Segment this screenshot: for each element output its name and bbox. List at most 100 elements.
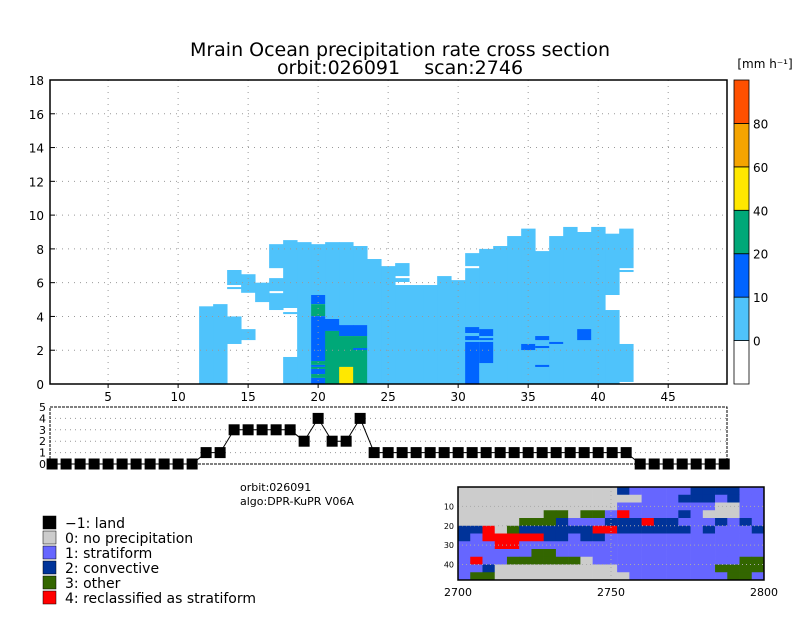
map-cell <box>482 541 496 550</box>
precip-cell <box>563 226 578 384</box>
map-cell <box>482 502 496 511</box>
precip-cell <box>255 282 270 303</box>
map-cell <box>653 487 667 496</box>
map-cell <box>458 549 471 558</box>
map-cell <box>458 572 471 581</box>
y-tick-label: 5 <box>39 401 46 414</box>
map-cell <box>458 510 471 519</box>
map-cell <box>458 502 471 511</box>
y-tick-label: 1 <box>39 447 46 460</box>
precip-cell <box>409 285 424 384</box>
map-cell <box>702 533 716 542</box>
legend-swatch <box>42 515 57 530</box>
map-cell <box>543 487 557 496</box>
map-cell <box>727 518 740 527</box>
colorbar-swatch <box>733 253 750 298</box>
y-tick-label: 20 <box>444 522 454 531</box>
map-cell <box>555 518 569 527</box>
y-tick-label: 0 <box>36 378 44 392</box>
precip-cell <box>269 293 284 311</box>
map-cell <box>629 518 642 527</box>
legend-label: −1: land <box>65 516 125 532</box>
precip-cell <box>311 374 326 378</box>
colorbar-unit: [mm h⁻¹] <box>737 57 792 71</box>
map-cell <box>702 494 716 503</box>
flag-marker <box>522 447 534 459</box>
map-cell <box>641 518 655 527</box>
map-cell <box>702 487 716 496</box>
map-cell <box>690 549 704 558</box>
map-cell <box>666 549 679 558</box>
y-tick-label: 30 <box>444 541 454 550</box>
colorbar-label: 10 <box>753 291 768 305</box>
map-cell <box>543 549 557 558</box>
map-cell <box>458 541 471 550</box>
map-cell <box>494 572 508 581</box>
map-cell <box>727 494 740 503</box>
map-cell <box>727 502 740 511</box>
map-cell <box>494 502 508 511</box>
flag-marker <box>620 447 632 459</box>
map-cell <box>666 541 679 550</box>
colorbar-swatch <box>733 209 750 255</box>
precip-cell <box>311 304 326 317</box>
map-cell <box>531 572 544 581</box>
map-cell <box>482 510 496 519</box>
info-orbit: orbit:026091 <box>240 481 311 494</box>
map-cell <box>458 564 471 573</box>
map-cell <box>653 564 667 573</box>
y-tick-label: 12 <box>29 175 44 189</box>
map-cell <box>751 533 765 542</box>
map-cell <box>641 510 655 519</box>
map-cell <box>555 494 569 503</box>
flag-marker <box>606 447 618 459</box>
precip-cell <box>283 240 298 308</box>
precip-cell <box>339 336 354 367</box>
map-cell <box>715 525 728 534</box>
map-cell <box>568 556 581 565</box>
map-cell <box>482 533 496 542</box>
map-cell <box>690 556 704 565</box>
map-cell <box>519 572 532 581</box>
map-cell <box>690 541 704 550</box>
map-cell <box>580 556 593 565</box>
map-cell <box>739 502 753 511</box>
map-cell <box>555 549 569 558</box>
map-cell <box>555 564 569 573</box>
map-cell <box>470 487 483 496</box>
map-cell <box>690 533 704 542</box>
flag-marker <box>326 435 338 447</box>
map-cell <box>470 556 483 565</box>
precip-cell <box>465 336 480 341</box>
x-tick-label: 2750 <box>597 586 625 599</box>
y-tick-label: 2 <box>36 344 44 358</box>
map-cell <box>470 510 483 519</box>
map-cell <box>470 494 483 503</box>
map-cell <box>629 525 642 534</box>
map-cell <box>506 494 520 503</box>
precip-cell <box>311 294 326 305</box>
map-cell <box>727 533 740 542</box>
map-cell <box>482 525 496 534</box>
precip-cell <box>535 346 550 349</box>
map-cell <box>531 502 544 511</box>
legend-swatch <box>42 590 57 605</box>
flag-marker <box>564 447 576 459</box>
map-cell <box>592 518 606 527</box>
x-tick-label: 5 <box>104 390 112 404</box>
map-cell <box>470 541 483 550</box>
x-tick-label: 2700 <box>444 586 472 599</box>
precip-cell <box>353 246 368 326</box>
precip-cell <box>479 338 494 341</box>
map-cell <box>629 494 642 503</box>
map-cell <box>690 487 704 496</box>
map-cell <box>604 549 618 558</box>
precip-cell <box>577 329 592 341</box>
precip-cell <box>367 259 382 384</box>
map-cell <box>580 494 593 503</box>
precip-cell <box>437 276 452 384</box>
y-tick-label: 40 <box>444 561 454 570</box>
map-cell <box>715 564 728 573</box>
map-cell <box>666 502 679 511</box>
flag-marker <box>508 447 520 459</box>
